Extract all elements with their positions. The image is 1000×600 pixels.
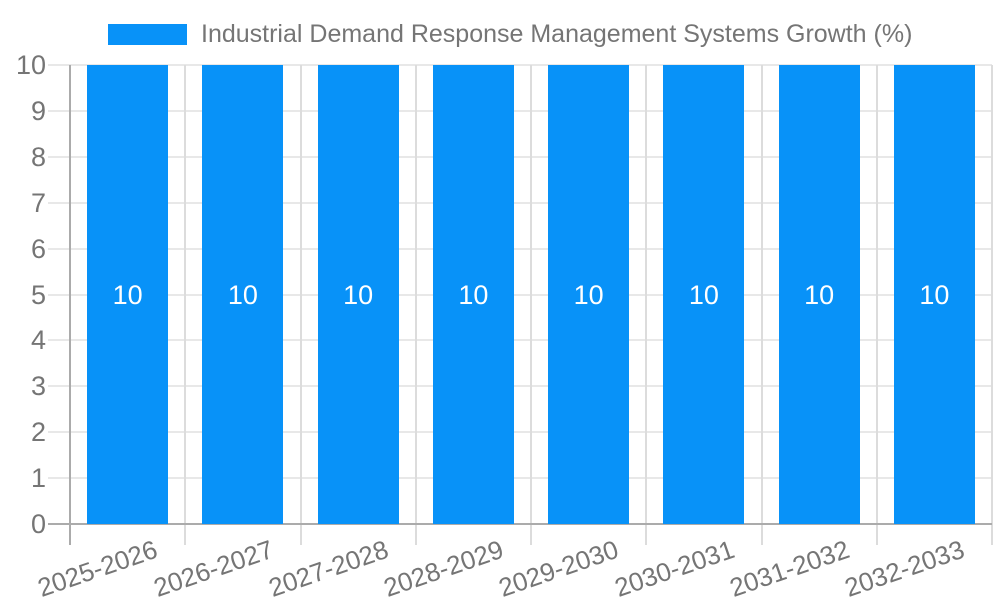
- x-axis-tick: [184, 524, 187, 545]
- gridline-horizontal: [48, 339, 992, 342]
- x-axis-tick: [414, 524, 417, 545]
- bar[interactable]: [432, 65, 514, 524]
- bar[interactable]: [548, 65, 630, 524]
- bar-value-label: 10: [919, 279, 950, 310]
- y-axis-tick-label: 4: [30, 325, 46, 356]
- legend-label: Industrial Demand Response Management Sy…: [201, 20, 913, 48]
- y-axis-tick-label: 1: [30, 463, 46, 494]
- gridline-vertical: [414, 65, 417, 524]
- y-axis-tick-label: 6: [30, 233, 46, 264]
- gridline-horizontal: [48, 385, 992, 388]
- x-axis-category-label: 2031-2032: [725, 534, 853, 600]
- y-axis-tick-label: 7: [30, 187, 46, 218]
- bar[interactable]: [317, 65, 399, 524]
- gridline-vertical: [760, 65, 763, 524]
- bar[interactable]: [663, 65, 745, 524]
- x-axis-category-label: 2025-2026: [34, 534, 162, 600]
- x-axis-tick: [299, 524, 302, 545]
- y-axis-tick-label: 10: [15, 50, 46, 80]
- x-axis-category-label: 2026-2027: [149, 534, 277, 600]
- gridline-horizontal: [48, 431, 992, 434]
- y-axis-tick-label: 5: [30, 279, 46, 310]
- gridline-vertical: [645, 65, 648, 524]
- x-axis-tick: [875, 524, 878, 545]
- gridline-horizontal: [48, 247, 992, 250]
- gridline-horizontal: [48, 109, 992, 112]
- bar-value-label: 10: [804, 279, 835, 310]
- gridline-horizontal: [48, 201, 992, 204]
- x-axis-tick: [530, 524, 532, 545]
- bar[interactable]: [202, 65, 284, 524]
- y-axis-tick-label: 9: [30, 95, 46, 126]
- y-axis-line: [69, 65, 71, 545]
- gridline-vertical: [530, 65, 532, 524]
- gridline-vertical: [875, 65, 878, 524]
- x-axis-category-label: 2028-2029: [379, 534, 508, 600]
- gridline-vertical: [299, 65, 302, 524]
- bar-value-label: 10: [458, 279, 489, 310]
- x-axis-tick: [760, 524, 763, 545]
- gridline-vertical: [184, 65, 187, 524]
- bar-value-label: 10: [112, 279, 143, 310]
- bar-value-label: 10: [343, 279, 374, 310]
- bar[interactable]: [87, 65, 169, 524]
- bar[interactable]: [893, 65, 975, 524]
- bar-value-label: 10: [688, 279, 719, 310]
- y-axis-tick-label: 0: [30, 509, 46, 539]
- gridline-horizontal: [48, 64, 992, 66]
- y-axis-tick-label: 2: [30, 417, 46, 448]
- y-axis-tick-label: 8: [30, 141, 46, 172]
- x-axis-category-label: 2027-2028: [264, 534, 392, 600]
- x-axis-line: [48, 523, 992, 525]
- x-axis-tick: [991, 524, 993, 545]
- x-axis-category-label: 2030-2031: [610, 534, 738, 600]
- gridline-horizontal: [48, 293, 992, 296]
- gridline-horizontal: [48, 477, 992, 480]
- bar[interactable]: [778, 65, 860, 524]
- gridline-vertical: [991, 65, 993, 524]
- x-axis-category-label: 2029-2030: [495, 534, 623, 600]
- x-axis-tick: [645, 524, 648, 545]
- legend-swatch: [108, 24, 187, 45]
- bar-value-label: 10: [227, 279, 258, 310]
- x-axis-category-label: 2032-2033: [840, 534, 969, 600]
- bar-value-label: 10: [573, 279, 604, 310]
- y-axis-tick-label: 3: [30, 371, 46, 402]
- gridline-horizontal: [48, 155, 992, 158]
- legend-item[interactable]: Industrial Demand Response Management Sy…: [108, 20, 912, 49]
